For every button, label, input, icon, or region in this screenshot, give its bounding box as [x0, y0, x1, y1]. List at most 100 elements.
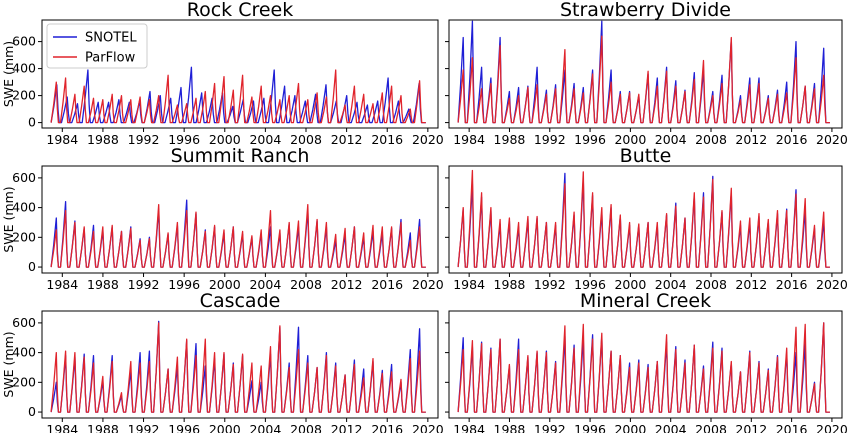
x-tick-label: 2012 [735, 422, 767, 433]
legend-label: ParFlow [85, 51, 136, 66]
series-line-parflow [50, 203, 426, 268]
y-axis-label: SWE (mm) [1, 186, 16, 252]
plot-frame [41, 310, 439, 419]
y-tick-label: 600 [12, 34, 36, 49]
y-tick-label: 600 [12, 170, 36, 185]
subplot-2: Strawberry Divide 1984 1988 1992 1996 2000 200… [445, 0, 848, 147]
x-tick-label: 2016 [776, 277, 808, 292]
y-tick-label: 400 [12, 61, 36, 76]
x-tick-label: 1992 [534, 277, 566, 292]
x-tick-label: 1988 [494, 132, 526, 147]
series-line-parflow [50, 69, 426, 124]
series-line-parflow [457, 169, 830, 268]
x-tick-label: 2012 [331, 132, 363, 147]
x-tick-label: 1996 [168, 422, 200, 433]
x-tick-label: 2000 [209, 132, 241, 147]
x-tick-label: 2020 [816, 277, 848, 292]
y-tick-label: 0 [28, 404, 36, 419]
x-tick-label: 2020 [412, 277, 444, 292]
plot-frame [41, 165, 439, 274]
x-tick-label: 1984 [453, 277, 485, 292]
plot-frame [448, 310, 843, 419]
x-tick-label: 2000 [614, 277, 646, 292]
x-tick-label: 1984 [453, 422, 485, 433]
x-tick-label: 1996 [168, 132, 200, 147]
x-tick-label: 1996 [168, 277, 200, 292]
series-line-parflow [457, 35, 830, 124]
y-tick-label: 200 [12, 88, 36, 103]
x-tick-label: 2000 [209, 277, 241, 292]
plot-frame [448, 19, 843, 129]
x-tick-label: 1984 [453, 132, 485, 147]
plot-frame [448, 165, 843, 274]
y-tick-label: 200 [12, 229, 36, 244]
x-tick-label: 2004 [249, 422, 281, 433]
plot-frame [41, 19, 439, 129]
x-tick-label: 2008 [695, 132, 727, 147]
subplot-6: Mineral Creek 1984 1988 1992 1996 2000 2004 200… [445, 290, 848, 433]
y-tick-label: 400 [12, 200, 36, 215]
y-axis-label: SWE (mm) [1, 331, 16, 397]
subplot-title: Rock Creek [187, 0, 294, 21]
x-tick-label: 1988 [87, 277, 119, 292]
x-tick-label: 2008 [695, 277, 727, 292]
y-axis-label: SWE (mm) [1, 41, 16, 107]
subplot-title: Strawberry Divide [560, 0, 731, 21]
x-tick-label: 2008 [290, 277, 322, 292]
x-tick-label: 2016 [776, 132, 808, 147]
x-tick-label: 1996 [574, 422, 606, 433]
x-tick-label: 1992 [128, 132, 160, 147]
x-tick-label: 1984 [46, 132, 78, 147]
subplot-4: Butte 1984 1988 1992 1996 2000 2004 2008 2012 201… [445, 145, 848, 292]
x-tick-label: 1992 [534, 422, 566, 433]
x-tick-label: 2004 [655, 422, 687, 433]
x-tick-label: 2004 [655, 132, 687, 147]
x-tick-label: 2020 [816, 132, 848, 147]
x-tick-label: 2008 [290, 132, 322, 147]
x-tick-label: 1984 [46, 422, 78, 433]
x-tick-label: 2020 [412, 422, 444, 433]
y-tick-label: 200 [12, 374, 36, 389]
x-tick-label: 2008 [290, 422, 322, 433]
subplot-title: Butte [620, 145, 672, 167]
x-tick-label: 2016 [371, 132, 403, 147]
y-tick-label: 600 [12, 315, 36, 330]
x-tick-label: 2004 [249, 132, 281, 147]
series-line-parflow [50, 322, 426, 413]
x-tick-label: 2000 [614, 422, 646, 433]
subplot-title: Summit Ranch [171, 145, 310, 167]
x-tick-label: 2016 [371, 422, 403, 433]
x-tick-label: 2012 [735, 277, 767, 292]
x-tick-label: 2004 [249, 277, 281, 292]
x-tick-label: 1984 [46, 277, 78, 292]
x-tick-label: 1988 [87, 132, 119, 147]
x-tick-label: 1988 [87, 422, 119, 433]
x-tick-label: 1996 [574, 132, 606, 147]
x-tick-label: 2016 [371, 277, 403, 292]
x-tick-label: 2016 [776, 422, 808, 433]
legend: SNOTEL ParFlow [46, 23, 148, 69]
x-tick-label: 1992 [534, 132, 566, 147]
x-tick-label: 2008 [695, 422, 727, 433]
y-tick-label: 0 [28, 115, 36, 130]
x-tick-label: 2012 [331, 422, 363, 433]
x-tick-label: 2020 [412, 132, 444, 147]
subplot-title: Mineral Creek [580, 290, 711, 312]
x-tick-label: 2012 [735, 132, 767, 147]
x-tick-label: 1988 [494, 277, 526, 292]
x-tick-label: 1992 [128, 277, 160, 292]
x-tick-label: 1996 [574, 277, 606, 292]
series-line-parflow [457, 322, 830, 413]
x-tick-label: 2000 [614, 132, 646, 147]
x-tick-label: 2004 [655, 277, 687, 292]
legend-label: SNOTEL [85, 31, 137, 46]
subplot-title: Cascade [200, 290, 281, 312]
x-tick-label: 2020 [816, 422, 848, 433]
y-tick-label: 0 [28, 259, 36, 274]
x-tick-label: 2012 [331, 277, 363, 292]
y-tick-label: 400 [12, 345, 36, 360]
